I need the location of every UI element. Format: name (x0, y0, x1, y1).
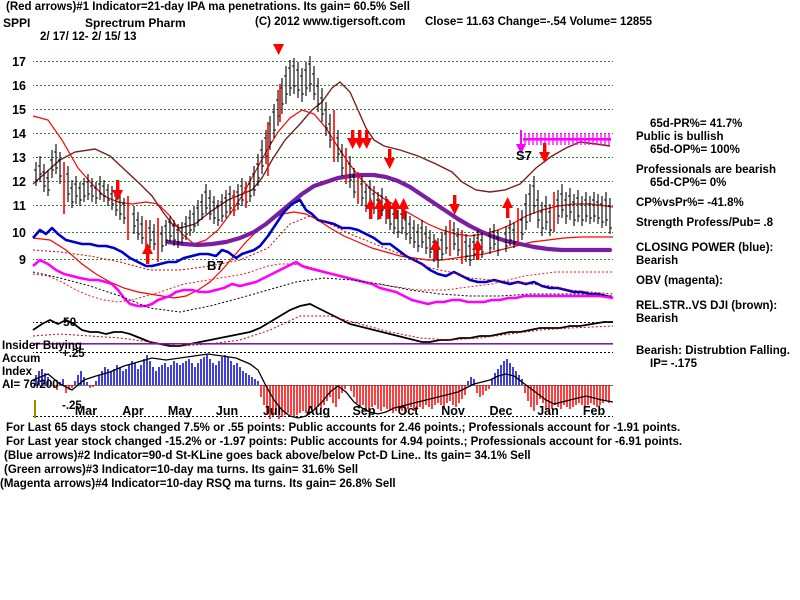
relstr-title: REL.STR..VS DJI (brown): (636, 300, 778, 312)
quote-summary: Close= 11.63 Change=-.54 Volume= 12855 (425, 16, 653, 28)
cp65-value: 65d-CP%= 0% (650, 177, 727, 189)
footer-line-indicator-2: (Blue arrows)#2 Indicator=90-d St-KLine … (4, 450, 531, 462)
x-axis-month-jul: Jul (262, 404, 282, 418)
y-axis-label-9: 9 (19, 253, 26, 267)
price-chart-canvas[interactable] (0, 44, 632, 422)
closing-power-ma (32, 215, 614, 295)
public-state: Public is bullish (636, 131, 724, 143)
signal-arrows (112, 44, 550, 264)
ticker-symbol: SPPI (3, 16, 31, 30)
x-axis-month-nov: Nov (441, 404, 465, 418)
x-axis-month-may: May (167, 404, 193, 418)
y-axis-label-12: 12 (12, 175, 26, 189)
stochastic-panel (32, 303, 614, 347)
indicator-1-headline: (Red arrows)#1 Indicator=21-day IPA ma p… (6, 1, 410, 13)
x-axis-month-apr: Apr (122, 404, 144, 418)
x-axis-month-oct: Oct (397, 404, 419, 418)
x-axis-month-jun: Jun (215, 404, 239, 418)
magenta-distribution-comb (516, 130, 611, 154)
professionals-state: Professionals are bearish (636, 164, 776, 176)
y-axis-label-10: 10 (12, 226, 26, 240)
obv-title: OBV (magenta): (636, 275, 723, 287)
strength-profess-pub: Strength Profess/Pub= .8 (636, 217, 774, 229)
y-axis-label-14: 14 (12, 127, 26, 141)
closing-power-title: CLOSING POWER (blue): (636, 242, 774, 254)
op65-value: 65d-OP%= 100% (650, 144, 740, 156)
obv-line (32, 258, 614, 308)
index-label: Index (2, 366, 33, 378)
x-axis-month-aug: Aug (305, 404, 331, 418)
insider-buying-label: Insider Buying (2, 340, 82, 352)
ip-value: IP= -.175 (650, 358, 697, 370)
x-axis-month-jan: Jan (537, 404, 559, 418)
quote-header-row: SPPI Sprectrum Pharm (C) 2012 www.tigers… (0, 16, 800, 32)
accum-label: Accum (2, 353, 41, 365)
x-axis-month-feb: Feb (582, 404, 606, 418)
y-axis-label-11: 11 (12, 199, 26, 213)
y-axis-label-16: 16 (12, 79, 26, 93)
closing-power-state: Bearish (636, 255, 679, 267)
x-axis-month-sep: Sep (352, 404, 376, 418)
sell-signal-label-s7: S7 (516, 148, 532, 163)
accum-plus-quarter-label: +.25 (62, 348, 85, 360)
purple-moving-average (165, 172, 613, 253)
closing-power-line (32, 198, 614, 300)
oscillator-level-50-label: 50 (63, 315, 77, 329)
x-axis-month-dec: Dec (489, 404, 513, 418)
summary-state: Bearish: Distrubtion Falling. (636, 345, 790, 357)
cp-vs-pr-value: CP%vsPr%= -41.8% (636, 197, 744, 209)
copyright-notice: (C) 2012 www.tigersoft.com (255, 16, 406, 28)
y-axis-label-13: 13 (12, 151, 26, 165)
accum-minus-quarter-label: -.25 (62, 400, 82, 412)
ai-value-label: AI= 76/200 (2, 379, 59, 391)
x-axis-month-mar: Mar (74, 404, 98, 418)
footer-line-lastyear: For Last year stock changed -15.2% or -1… (6, 436, 683, 448)
buy-signal-label-b7: B7 (207, 258, 224, 273)
price-bars (34, 56, 612, 268)
chart-svg[interactable] (0, 44, 632, 422)
indicator-summary-panel: 65d-PR%= 41.7% Public is bullish 65d-OP%… (636, 118, 800, 371)
date-range-label: 2/ 17/ 12- 2/ 15/ 13 (40, 31, 137, 43)
y-axis-label-17: 17 (12, 55, 26, 69)
footer-line-indicator-3: (Green arrows)#3 Indicator=10-day ma tur… (4, 464, 359, 476)
accumulation-index-panel (32, 352, 614, 419)
relstr-state: Bearish (636, 313, 679, 325)
footer-line-65day: For Last 65 days stock changed 7.5% or .… (6, 422, 681, 434)
footer-line-indicator-4: (Magenta arrows)#4 Indicator=10-day RSQ … (0, 478, 396, 490)
y-axis-label-15: 15 (12, 103, 26, 117)
pr65-value: 65d-PR%= 41.7% (650, 118, 743, 130)
relative-strength-line (32, 81, 611, 229)
company-name: Sprectrum Pharm (85, 16, 186, 30)
obv-ma-dotted (32, 271, 614, 313)
